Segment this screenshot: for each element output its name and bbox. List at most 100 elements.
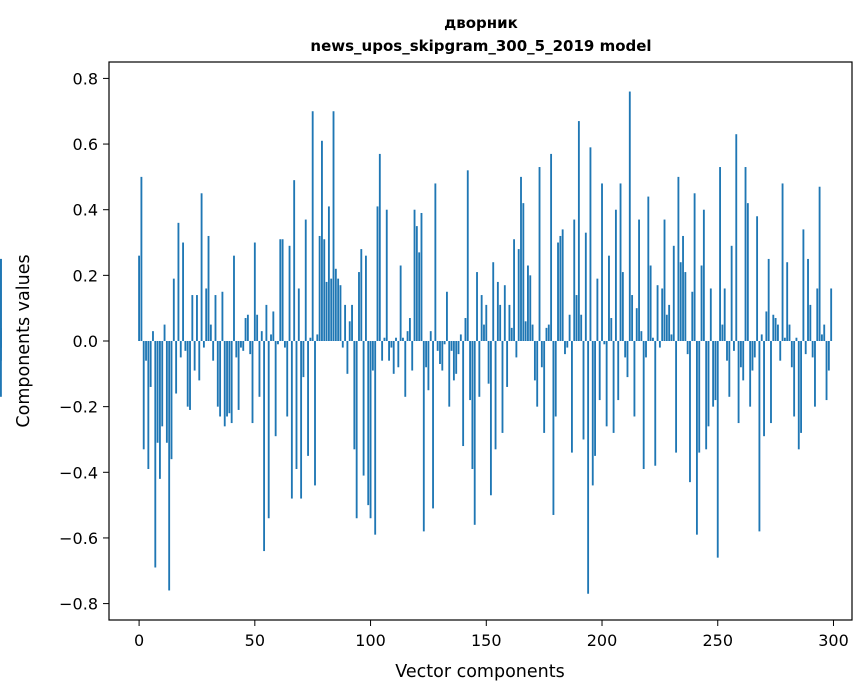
bar (466, 170, 469, 341)
bar (645, 341, 647, 358)
bar (781, 183, 784, 341)
bar (642, 341, 645, 470)
bar (323, 239, 326, 341)
bar (140, 176, 143, 341)
bar (633, 341, 636, 417)
x-tick-label: 50 (245, 631, 265, 650)
bar (346, 341, 349, 374)
bar (779, 341, 782, 361)
bar (614, 209, 617, 341)
bar (230, 341, 233, 424)
bar (446, 291, 448, 341)
bar (290, 341, 293, 499)
bar (235, 341, 238, 358)
bar (351, 304, 353, 341)
bar (772, 314, 775, 341)
bar (392, 341, 395, 374)
bar (820, 334, 823, 341)
bar (175, 341, 178, 394)
bar (295, 341, 298, 470)
bar (765, 311, 768, 341)
bar (802, 229, 805, 341)
y-axis-label: Components values (14, 254, 34, 427)
bar (182, 242, 184, 341)
x-tick-label: 100 (355, 631, 386, 650)
bar (147, 341, 150, 470)
bar (695, 341, 698, 535)
bar (809, 304, 812, 341)
bar (533, 341, 536, 381)
bar (543, 341, 546, 433)
bar (536, 341, 539, 407)
bar (214, 295, 217, 341)
bar (709, 288, 712, 341)
bar (619, 183, 622, 341)
bar (434, 183, 437, 341)
bar (281, 239, 284, 341)
bar (256, 314, 259, 341)
bar (545, 327, 548, 341)
y-tick-label: −0.4 (59, 463, 98, 482)
bar (758, 341, 761, 532)
bar (677, 176, 680, 341)
bar (707, 341, 710, 427)
bar (297, 288, 300, 341)
bar (228, 341, 231, 414)
bar (337, 278, 340, 341)
bar (469, 341, 472, 401)
bar (679, 262, 682, 341)
bar (145, 341, 147, 361)
bar (189, 341, 191, 410)
bar (216, 341, 219, 407)
bar (207, 235, 210, 341)
bar (402, 337, 404, 341)
bar (795, 337, 798, 341)
x-tick-label: 200 (587, 631, 618, 650)
bar (154, 341, 157, 568)
bar (365, 255, 367, 341)
bar (496, 281, 499, 341)
bar (566, 341, 569, 348)
bar (492, 262, 495, 341)
bar (307, 341, 309, 456)
bar (159, 341, 161, 479)
bar (594, 341, 596, 456)
y-tick-label: 0.4 (73, 201, 98, 220)
bar (559, 235, 562, 341)
bar (501, 341, 504, 433)
bar (177, 222, 180, 341)
bar (746, 203, 749, 341)
bar (626, 341, 629, 378)
bar (830, 288, 833, 341)
bar (584, 232, 587, 341)
bar (441, 341, 444, 371)
bar (196, 295, 198, 341)
bar (413, 209, 416, 341)
bar (827, 341, 830, 371)
bar (721, 324, 724, 341)
bar (654, 341, 657, 466)
y-tick-label: −0.8 (59, 595, 98, 614)
bar (610, 318, 613, 341)
bar (321, 140, 323, 341)
bar (221, 291, 224, 341)
bar (420, 212, 423, 341)
bar (573, 219, 576, 341)
bar (825, 341, 828, 401)
bar (378, 153, 381, 341)
bar (138, 255, 141, 341)
bar (716, 341, 719, 558)
y-tick-label: −0.6 (59, 529, 98, 548)
bar (652, 337, 654, 341)
bar (661, 288, 664, 341)
bar (800, 341, 802, 433)
bar (524, 321, 527, 341)
bar (277, 341, 279, 345)
bar (156, 341, 159, 443)
bar (689, 341, 691, 483)
bar (425, 341, 428, 368)
bar (575, 295, 578, 341)
bar (330, 278, 333, 341)
bar (161, 341, 164, 427)
bar (334, 268, 337, 341)
